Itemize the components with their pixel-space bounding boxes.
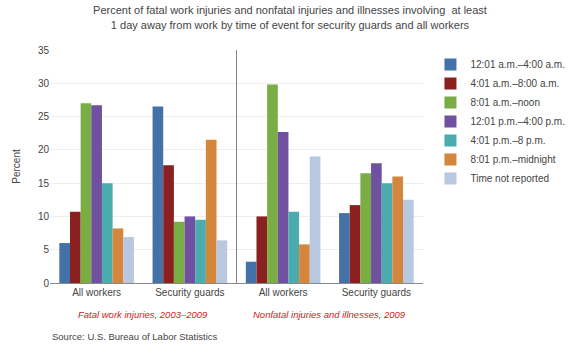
svg-text:5: 5 [43,244,49,255]
svg-text:8:01 a.m.–noon: 8:01 a.m.–noon [470,97,539,108]
svg-text:Nonfatal injuries and illnesse: Nonfatal injuries and illnesses, 2009 [253,309,406,320]
svg-text:35: 35 [38,45,50,56]
svg-text:12:01 a.m.–4:00 a.m.: 12:01 a.m.–4:00 a.m. [470,59,565,70]
svg-text:20: 20 [38,144,50,155]
svg-text:4:01 a.m.–8:00 a.m.: 4:01 a.m.–8:00 a.m. [470,78,559,89]
svg-text:All workers: All workers [259,287,308,298]
svg-text:Security guards: Security guards [342,287,411,298]
svg-text:25: 25 [38,111,50,122]
svg-text:All workers: All workers [72,287,121,298]
svg-text:Fatal work injuries, 2003–2009: Fatal work injuries, 2003–2009 [78,309,208,320]
svg-text:12:01 p.m.–4:00 p.m.: 12:01 p.m.–4:00 p.m. [470,116,565,127]
svg-text:Percent of fatal work injuries: Percent of fatal work injuries and nonfa… [93,4,487,30]
svg-text:Time not reported: Time not reported [470,173,549,184]
svg-text:0: 0 [43,278,49,289]
svg-text:10: 10 [38,211,50,222]
svg-text:15: 15 [38,178,50,189]
svg-text:Source: U.S. Bureau of Labor S: Source: U.S. Bureau of Labor Statistics [52,331,218,342]
svg-text:8:01 p.m.–midnight: 8:01 p.m.–midnight [470,154,555,165]
svg-text:Security guards: Security guards [155,287,224,298]
svg-text:Percent: Percent [11,149,22,184]
svg-text:4:01 p.m.–8 p.m.: 4:01 p.m.–8 p.m. [470,135,545,146]
svg-text:30: 30 [38,78,50,89]
